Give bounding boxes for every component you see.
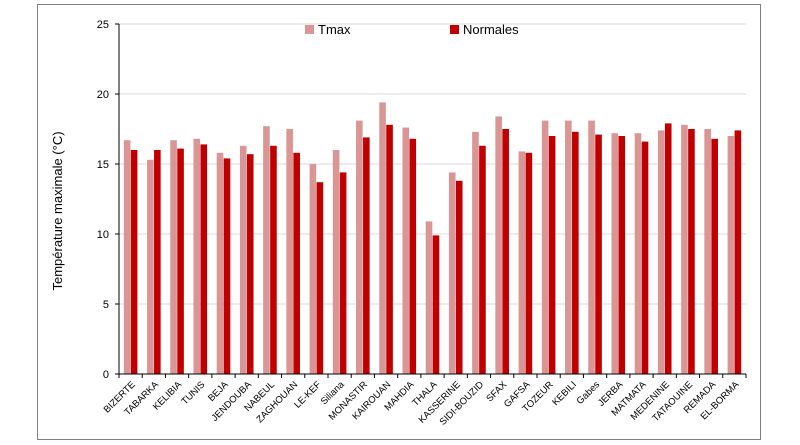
bar-tmax-kairouan [379, 102, 386, 375]
bar-tmax-zaghouan [286, 129, 293, 374]
bar-normales-nabeul [270, 145, 277, 374]
bar-tmax-sfax [495, 116, 502, 375]
y-tick-label: 0 [103, 369, 109, 381]
bar-tmax-medenine [657, 130, 665, 374]
bar-normales-kebili [572, 131, 579, 374]
bar-normales-jendouba [246, 154, 254, 374]
legend-label-normales: Normales [463, 22, 519, 37]
bar-tmax-jerba [611, 133, 619, 374]
bar-normales-zaghouan [293, 152, 300, 374]
bar-tmax-remada [704, 129, 711, 374]
bar-tmax-beja [216, 152, 224, 374]
bar-normales-matmata [641, 141, 649, 374]
bar-normales-monastir [363, 137, 370, 374]
bar-normales-bizerte [130, 150, 138, 374]
bar-normales-el-borma [734, 130, 742, 374]
y-tick-label: 25 [97, 19, 109, 31]
bar-normales-siliana [339, 172, 347, 374]
bar-tmax-siliana [332, 150, 340, 374]
bar-tmax-mahdia [402, 127, 410, 374]
bar-tmax-gafsa [518, 151, 526, 374]
bar-tmax-gabes [588, 120, 595, 374]
bar-tmax-le-kef [309, 164, 317, 374]
bar-tmax-kasserine [448, 172, 456, 374]
bar-normales-thala [432, 235, 440, 374]
x-tick-label: TUNIS [179, 379, 207, 407]
bar-normales-medenine [664, 123, 672, 375]
legend: Tmax Normales [305, 22, 519, 37]
bar-tmax-kebili [565, 120, 572, 374]
y-axis-title: Température maximale (°C) [50, 131, 65, 290]
y-tick-label: 10 [97, 229, 109, 241]
bar-normales-jerba [618, 136, 626, 374]
bar-tmax-tunis [193, 138, 201, 374]
bar-normales-sfax [502, 129, 509, 374]
bar-tmax-monastir [356, 120, 363, 374]
bar-tmax-kelibia [170, 140, 177, 374]
bar-tmax-el-borma [727, 136, 735, 374]
bar-tmax-tabarka [147, 159, 154, 374]
bar-normales-tataouine [688, 129, 695, 374]
bar-tmax-thala [425, 221, 433, 374]
legend-swatch-tmax [305, 25, 314, 34]
bar-tmax-sidi-bouzid [472, 131, 479, 374]
bar-normales-beja [223, 158, 231, 374]
y-tick-label: 20 [97, 89, 109, 101]
bar-normales-kasserine [455, 180, 463, 374]
bar-normales-kairouan [386, 124, 393, 374]
y-tick-label: 15 [97, 159, 109, 171]
bar-normales-gafsa [525, 152, 533, 374]
bar-tmax-tataouine [681, 124, 688, 374]
x-axis-labels: BIZERTETABARKAKELIBIATUNISBEJAJENDOUBANA… [102, 379, 742, 428]
bar-tmax-bizerte [123, 140, 131, 374]
bar-normales-tunis [200, 144, 208, 374]
legend-swatch-normales [450, 25, 459, 34]
y-tick-label: 5 [103, 299, 109, 311]
bar-tmax-jendouba [239, 145, 247, 374]
bar-tmax-tozeur [541, 120, 549, 374]
gridlines [119, 23, 746, 305]
bars [123, 102, 742, 375]
legend-label-tmax: Tmax [318, 22, 351, 37]
bar-tmax-matmata [634, 133, 642, 374]
bar-normales-sidi-bouzid [479, 145, 486, 374]
y-axis-ticks: 0 5 10 15 20 25 [97, 19, 109, 381]
bar-normales-mahdia [409, 138, 417, 374]
bar-normales-remada [711, 138, 718, 374]
bar-normales-le-kef [316, 182, 324, 374]
bar-normales-tabarka [154, 150, 161, 374]
bar-normales-tozeur [548, 136, 556, 374]
bar-normales-gabes [595, 134, 602, 374]
x-tick-label: KEBILI [550, 379, 579, 408]
axes [115, 23, 747, 378]
bar-tmax-nabeul [263, 126, 270, 374]
bar-normales-kelibia [177, 148, 184, 374]
